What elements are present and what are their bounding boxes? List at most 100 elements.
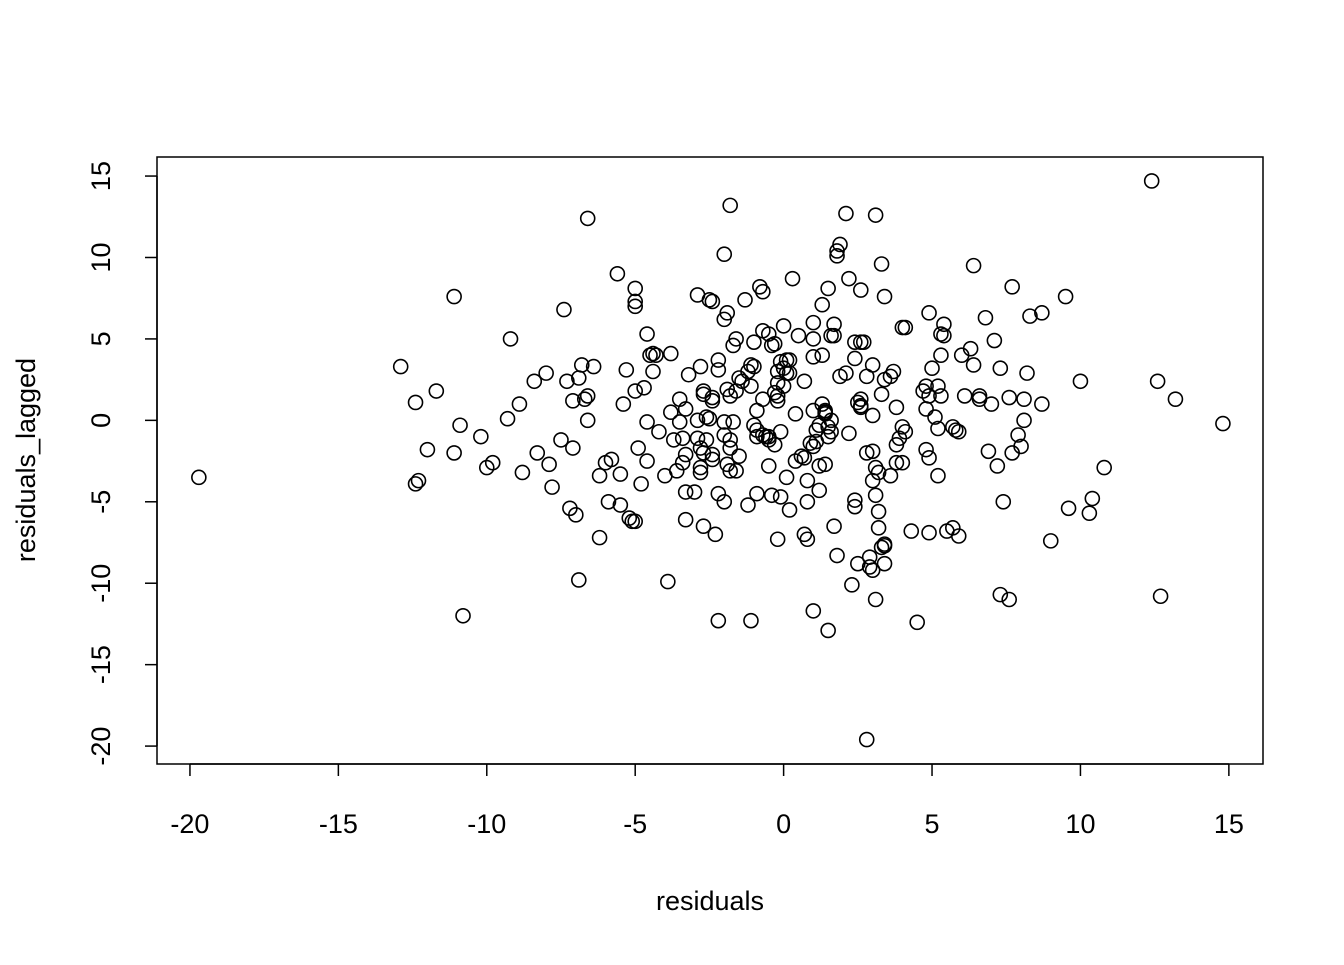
point [760,458,777,474]
point [648,347,664,364]
point [1001,389,1018,406]
point [799,531,816,548]
point [927,409,943,425]
point [627,298,643,315]
point [755,283,771,300]
point [852,282,869,298]
point [633,476,649,492]
point [933,388,949,404]
point [689,412,706,429]
point [618,362,635,378]
point [820,428,836,445]
point [965,357,982,373]
point [921,388,937,404]
point [918,401,934,417]
point [847,350,863,367]
point [740,497,756,513]
point [956,388,973,404]
point [805,603,822,619]
point [455,607,471,624]
point [947,422,964,438]
point [615,396,632,412]
point [847,334,863,350]
x-tick-label: -15 [319,809,358,839]
point [1022,308,1038,324]
point [514,464,531,481]
point [665,432,682,448]
point [627,513,643,530]
point [452,417,468,434]
point [746,358,762,375]
point [1016,412,1032,429]
point [642,347,658,364]
point [888,454,905,471]
x-tick-label: -20 [170,809,209,839]
point [855,334,872,350]
point [826,518,842,535]
point [680,366,697,383]
point [766,436,783,453]
point [674,430,691,447]
point [716,246,733,263]
point [695,518,712,535]
point [544,479,560,495]
point [829,248,845,264]
point [686,484,703,500]
point [894,454,911,471]
y-tick-label: 15 [86,161,116,191]
point [410,472,427,489]
point [1001,591,1018,608]
point [1034,396,1050,412]
point [663,404,679,421]
point [698,409,715,425]
point [870,464,887,481]
point [775,378,792,394]
point [829,243,845,259]
point [847,492,863,508]
point [704,293,721,310]
point [992,586,1009,603]
point [921,305,937,321]
point [446,445,462,461]
point [749,485,765,502]
point [817,404,833,421]
point [1010,427,1026,443]
point [992,360,1009,377]
point [858,731,875,748]
point [722,463,738,479]
point [965,257,982,274]
point [612,497,629,513]
point [977,309,994,326]
point [796,450,813,466]
point [1013,438,1029,455]
point [858,445,875,461]
point [677,484,694,500]
point [864,562,881,578]
point [689,430,706,447]
point [763,337,780,354]
x-tick-label: 0 [776,809,791,839]
point [864,407,881,424]
point [980,443,997,460]
point [769,393,786,409]
x-tick-label: 10 [1065,809,1095,839]
point [755,427,771,443]
point [639,414,655,430]
point [784,270,801,287]
point [882,467,899,484]
point [799,472,816,489]
point [852,399,869,416]
y-tick-label: 0 [86,413,116,428]
point [579,412,596,429]
point [924,360,940,377]
point [716,414,733,430]
point [446,288,462,305]
point [778,469,795,486]
point [823,412,839,429]
point [499,410,516,427]
point [719,305,736,321]
point [668,463,685,479]
point [627,280,643,297]
point [897,319,914,336]
point [841,270,857,287]
